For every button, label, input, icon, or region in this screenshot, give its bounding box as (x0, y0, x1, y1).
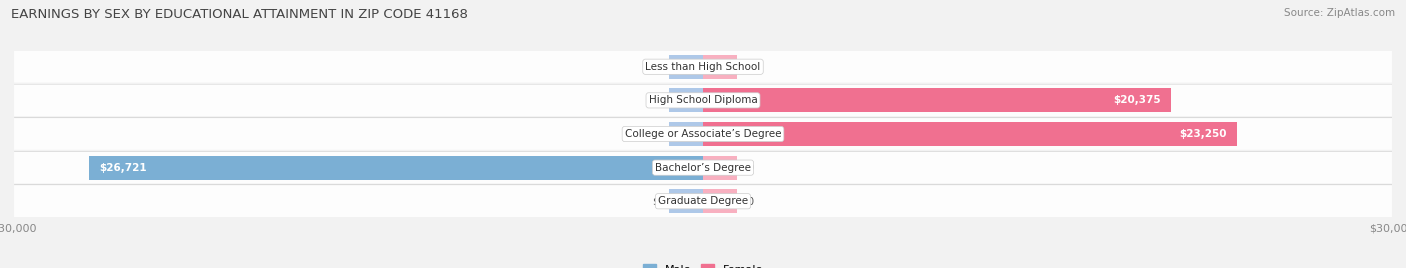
Bar (669, 122, 703, 146)
Bar (90, 155, 703, 180)
Text: $0: $0 (652, 129, 665, 139)
Text: EARNINGS BY SEX BY EDUCATIONAL ATTAINMENT IN ZIP CODE 41168: EARNINGS BY SEX BY EDUCATIONAL ATTAINMEN… (11, 8, 468, 21)
Text: $20,375: $20,375 (1114, 95, 1160, 105)
FancyBboxPatch shape (14, 85, 1392, 116)
Bar (703, 155, 738, 180)
Bar (669, 55, 703, 79)
FancyBboxPatch shape (14, 118, 1392, 150)
Text: Graduate Degree: Graduate Degree (658, 196, 748, 206)
Text: Less than High School: Less than High School (645, 62, 761, 72)
FancyBboxPatch shape (14, 185, 1392, 217)
Text: $0: $0 (741, 196, 754, 206)
Text: $0: $0 (652, 62, 665, 72)
Text: $0: $0 (741, 163, 754, 173)
Text: College or Associate’s Degree: College or Associate’s Degree (624, 129, 782, 139)
Bar (703, 122, 1237, 146)
Text: $23,250: $23,250 (1180, 129, 1226, 139)
Bar (669, 189, 703, 213)
Bar (703, 55, 738, 79)
Text: $0: $0 (652, 196, 665, 206)
Text: High School Diploma: High School Diploma (648, 95, 758, 105)
Text: Source: ZipAtlas.com: Source: ZipAtlas.com (1284, 8, 1395, 18)
FancyBboxPatch shape (14, 152, 1392, 183)
Bar (669, 88, 703, 113)
Text: $26,721: $26,721 (100, 163, 148, 173)
Legend: Male, Female: Male, Female (638, 260, 768, 268)
Text: $0: $0 (741, 62, 754, 72)
FancyBboxPatch shape (14, 51, 1392, 83)
Text: Bachelor’s Degree: Bachelor’s Degree (655, 163, 751, 173)
Bar (703, 88, 1171, 113)
Text: $0: $0 (652, 95, 665, 105)
Bar (703, 189, 738, 213)
